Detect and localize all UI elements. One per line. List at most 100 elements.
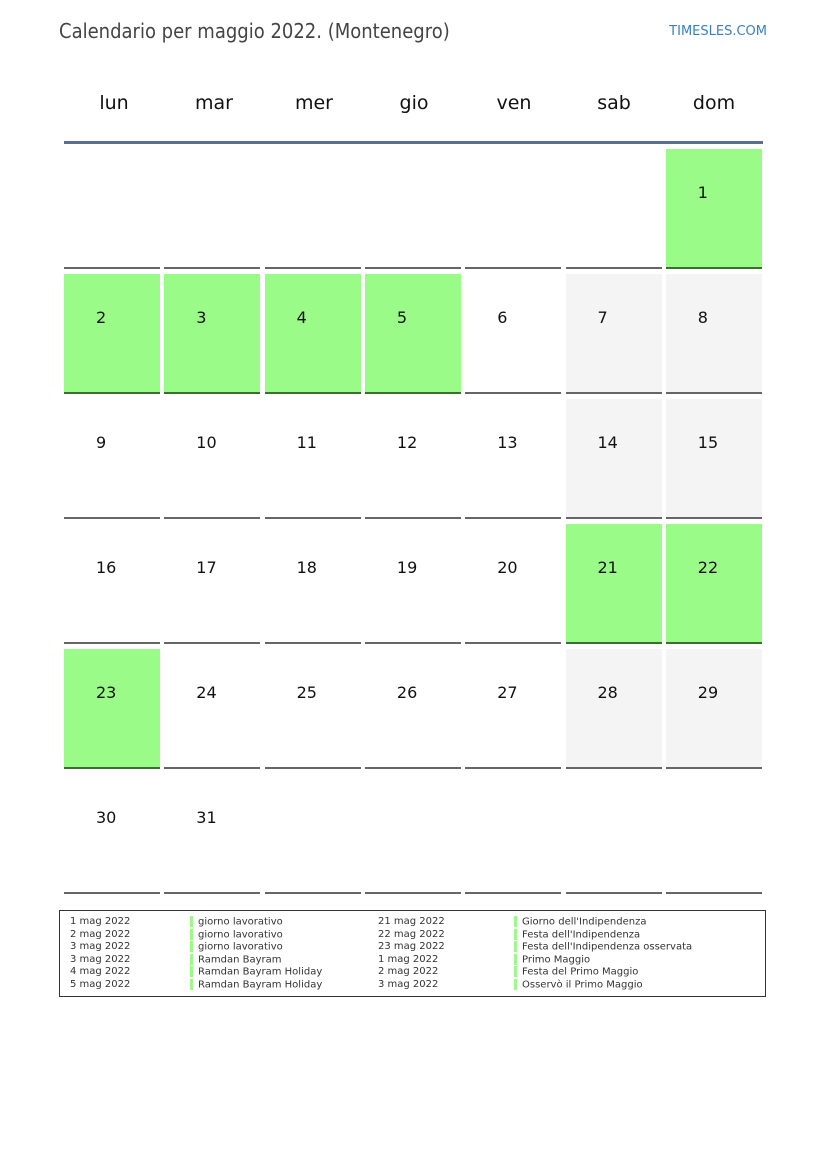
legend-entry: Giorno dell'Indipendenza — [514, 916, 647, 929]
day-number: 18 — [296, 558, 317, 577]
legend-color-marker — [190, 916, 193, 927]
day-cell: 26 — [364, 649, 461, 769]
legend-date: 1 mag 2022 — [378, 953, 439, 965]
legend-date: 23 mag 2022 — [378, 941, 445, 953]
day-cell: 10 — [164, 399, 261, 519]
day-number: 20 — [497, 558, 518, 577]
legend-date: 21 mag 2022 — [378, 916, 445, 927]
legend-color-marker — [190, 979, 193, 990]
legend-color-marker — [514, 941, 517, 953]
legend-holiday-name: giorno lavorativo — [198, 916, 283, 928]
empty-cell — [364, 774, 461, 894]
day-cell: 7 — [565, 274, 662, 394]
weekday-label: lun — [99, 92, 129, 114]
day-number: 11 — [296, 433, 317, 452]
day-number: 8 — [697, 308, 708, 327]
legend-entry: Festa del Primo Maggio — [514, 966, 638, 979]
empty-cell — [264, 149, 361, 269]
legend-holiday-name: Ramdan Bayram Holiday — [198, 966, 323, 978]
legend-holiday-name: Festa dell'Indipendenza osservata — [522, 941, 693, 953]
day-number: 21 — [597, 558, 618, 577]
legend-color-marker — [514, 916, 517, 927]
legend-entry: Ramdan Bayram Holiday — [190, 979, 322, 992]
day-cell: 29 — [665, 649, 762, 769]
day-cell: 5 — [364, 274, 461, 394]
weekday-label: mer — [294, 92, 333, 114]
legend-holiday-name: giorno lavorativo — [198, 941, 283, 953]
legend-entry: Festa dell'Indipendenza osservata — [514, 941, 692, 954]
legend-entry: giorno lavorativo — [190, 941, 283, 954]
legend-color-marker — [190, 928, 193, 940]
weekday-label: mar — [195, 92, 233, 114]
legend-color-marker — [190, 953, 193, 965]
day-number: 17 — [196, 558, 217, 577]
day-number: 6 — [497, 308, 508, 327]
legend-holiday-name: Giorno dell'Indipendenza — [522, 916, 647, 928]
legend-date: 4 mag 2022 — [70, 966, 131, 978]
day-number: 1 — [697, 183, 708, 202]
page-title: Calendario per maggio 2022. (Montenegro) — [59, 19, 450, 43]
day-number: 10 — [196, 433, 217, 452]
weekday-label: gio — [399, 92, 429, 114]
legend-color-marker — [514, 928, 517, 940]
day-cell: 30 — [64, 774, 160, 894]
empty-cell — [264, 774, 361, 894]
day-cell: 27 — [465, 649, 562, 769]
legend-date: 1 mag 2022 — [70, 916, 131, 927]
legend-color-marker — [190, 941, 193, 953]
legend-holiday-name: Festa del Primo Maggio — [522, 966, 639, 978]
legend-date: 2 mag 2022 — [70, 928, 131, 940]
day-cell: 1 — [665, 149, 762, 269]
day-cell: 25 — [264, 649, 361, 769]
day-number: 14 — [597, 433, 618, 452]
day-cell: 3 — [164, 274, 261, 394]
brand-link[interactable]: TIMESLES.COM — [669, 24, 767, 39]
holiday-legend: 1 mag 2022 giorno lavorativo 2 mag 2022 gio… — [59, 910, 766, 997]
day-number: 15 — [697, 433, 719, 452]
legend-color-marker — [514, 953, 517, 965]
day-cell: 13 — [465, 399, 562, 519]
day-number: 29 — [697, 683, 719, 702]
weekday-label: sab — [597, 92, 631, 114]
legend-entry: Primo Maggio — [514, 953, 590, 967]
day-cell: 4 — [264, 274, 361, 394]
legend-entry: Festa dell'Indipendenza — [514, 928, 641, 942]
day-number: 12 — [396, 433, 418, 452]
legend-entry: Osservò il Primo Maggio — [514, 979, 643, 992]
weekday-label: dom — [692, 92, 736, 114]
legend-color-marker — [514, 966, 517, 978]
empty-cell — [565, 149, 662, 269]
legend-date: 3 mag 2022 — [70, 953, 131, 965]
legend-holiday-name: giorno lavorativo — [198, 929, 283, 941]
legend-holiday-name: Osservò il Primo Maggio — [522, 979, 643, 991]
legend-entry: Ramdan Bayram Holiday — [190, 966, 322, 979]
day-cell: 17 — [164, 524, 261, 644]
legend-holiday-name: Festa dell'Indipendenza — [522, 929, 641, 941]
day-number: 13 — [497, 433, 518, 452]
empty-cell — [164, 149, 261, 269]
day-number: 3 — [196, 308, 207, 327]
day-number: 23 — [96, 683, 117, 702]
day-cell: 31 — [164, 774, 261, 894]
day-cell: 23 — [64, 649, 160, 769]
day-number: 16 — [96, 558, 117, 577]
legend-date: 3 mag 2022 — [378, 979, 439, 990]
day-cell: 28 — [565, 649, 662, 769]
day-cell: 20 — [465, 524, 562, 644]
day-cell: 12 — [364, 399, 461, 519]
empty-cell — [64, 149, 160, 269]
empty-cell — [465, 774, 562, 894]
day-cell: 8 — [665, 274, 762, 394]
legend-entry: giorno lavorativo — [190, 916, 283, 929]
day-number: 25 — [296, 683, 317, 702]
day-number: 31 — [196, 808, 217, 827]
legend-holiday-name: Ramdan Bayram Holiday — [198, 979, 323, 991]
day-cell: 2 — [64, 274, 160, 394]
day-number: 5 — [396, 308, 408, 327]
day-number: 19 — [396, 558, 418, 577]
weekday-header: lun mar mer gio ven sab dom — [64, 92, 764, 114]
day-number: 7 — [597, 308, 608, 327]
legend-color-marker — [514, 979, 517, 990]
legend-date: 22 mag 2022 — [378, 928, 445, 940]
weekday-label: ven — [496, 92, 532, 114]
